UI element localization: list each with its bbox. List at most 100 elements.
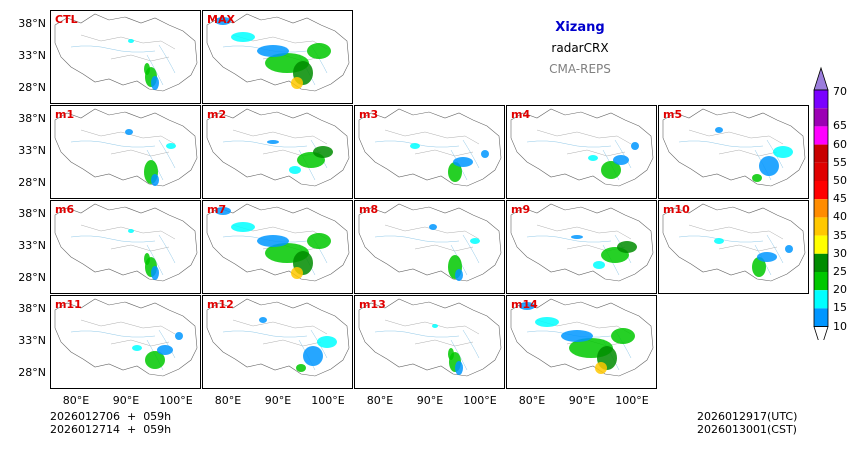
echo-patch — [519, 302, 535, 310]
echo-patch — [303, 346, 323, 366]
echo-patch — [291, 77, 303, 89]
colorbar-segment — [814, 272, 828, 291]
map-panel-m11: m11 — [50, 295, 201, 389]
echo-patch — [144, 253, 150, 265]
echo-patch — [601, 161, 621, 179]
boundary-outline — [662, 108, 806, 187]
latitude-label: 33°N — [18, 49, 46, 62]
map-panel-m6: m6 — [50, 200, 201, 294]
panel-label: m13 — [359, 298, 386, 311]
map-panel-m14: m14 — [506, 295, 657, 389]
echo-patch — [561, 330, 593, 342]
echo-patch — [611, 328, 635, 344]
init-time-utc: 2026012706 + 059h — [50, 410, 172, 423]
map-plot — [54, 13, 198, 92]
boundary-outline — [206, 108, 350, 187]
map-plot — [662, 108, 806, 187]
panel-label: m6 — [55, 203, 75, 216]
echo-patch — [128, 39, 134, 43]
echo-patch — [291, 267, 303, 279]
colorbar-segment — [814, 235, 828, 254]
echo-patch — [132, 345, 142, 351]
echo-patch — [257, 45, 289, 57]
colorbar-segment — [814, 253, 828, 272]
colorbar-tick-label: 20 — [833, 283, 847, 297]
map-panel-m2: m2 — [202, 105, 353, 199]
map-plot — [662, 203, 806, 282]
panel-label: m14 — [511, 298, 538, 311]
colorbar-segment — [814, 108, 828, 127]
river-line — [70, 234, 176, 276]
river-line — [70, 139, 176, 181]
province-outline — [688, 129, 784, 157]
latitude-label: 38°N — [18, 112, 46, 125]
panel-label: CTL — [55, 13, 78, 26]
echo-patch — [759, 156, 779, 176]
map-panel-m8: m8 — [354, 200, 505, 294]
boundary-outline — [54, 298, 198, 377]
panel-label: m9 — [511, 203, 531, 216]
longitude-label: 100°E — [463, 394, 497, 407]
panel-label: m10 — [663, 203, 690, 216]
echo-patch — [481, 150, 489, 158]
echo-patch — [289, 166, 301, 174]
echo-patch — [535, 317, 559, 327]
echo-patch — [307, 43, 331, 59]
boundary-outline — [358, 203, 502, 282]
echo-patch — [166, 143, 176, 149]
latitude-label: 33°N — [18, 334, 46, 347]
colorbar-tick-label: 65 — [833, 119, 847, 133]
colorbar-segment — [814, 308, 828, 327]
latitude-label: 33°N — [18, 144, 46, 157]
echo-patch — [752, 257, 766, 277]
echo-patch — [714, 238, 724, 244]
latitude-label: 28°N — [18, 271, 46, 284]
echo-patch — [144, 63, 150, 75]
longitude-label: 90°E — [568, 394, 596, 407]
map-panel-m1: m1 — [50, 105, 201, 199]
echo-patch — [259, 317, 267, 323]
colorbar-tick-label: 60 — [833, 137, 847, 151]
echo-patch — [125, 129, 133, 135]
latitude-label: 38°N — [18, 207, 46, 220]
latitude-label: 28°N — [18, 81, 46, 94]
map-plot — [206, 298, 350, 377]
echo-patch — [455, 269, 463, 281]
echo-patch — [175, 332, 183, 340]
echo-patch — [151, 266, 159, 280]
map-panel-m12: m12 — [202, 295, 353, 389]
colorbar-tick-label: 30 — [833, 246, 847, 260]
boundary-outline — [358, 108, 502, 187]
map-plot — [358, 203, 502, 282]
longitude-label: 90°E — [264, 394, 292, 407]
echo-patch — [296, 364, 306, 372]
map-panel-max: MAX — [202, 10, 353, 104]
map-plot — [358, 298, 502, 377]
longitude-label: 90°E — [416, 394, 444, 407]
variable-title: radarCRX — [551, 41, 609, 55]
echo-patch — [453, 157, 473, 167]
echo-patch — [613, 155, 629, 165]
echo-patch — [757, 252, 777, 262]
colorbar-frame — [813, 89, 829, 328]
longitude-label: 90°E — [112, 394, 140, 407]
map-panel-m3: m3 — [354, 105, 505, 199]
echo-patch — [128, 229, 134, 233]
colorbar-tick-label: 70 — [833, 85, 847, 98]
province-outline — [80, 319, 176, 347]
map-panel-m13: m13 — [354, 295, 505, 389]
colorbar-segment — [814, 181, 828, 200]
colorbar-segment — [814, 217, 828, 236]
longitude-label: 100°E — [615, 394, 649, 407]
echo-patch — [455, 361, 463, 375]
boundary-outline — [206, 13, 350, 92]
echo-patch — [595, 362, 607, 374]
map-panel-m10: m10 — [658, 200, 809, 294]
river-line — [374, 234, 480, 276]
panel-label: m8 — [359, 203, 379, 216]
init-time-cst: 2026012714 + 059h — [50, 423, 172, 436]
echo-patch — [571, 235, 583, 239]
colorbar-tick-label: 45 — [833, 192, 847, 206]
echo-patch — [410, 143, 420, 149]
echo-patch — [785, 245, 793, 253]
